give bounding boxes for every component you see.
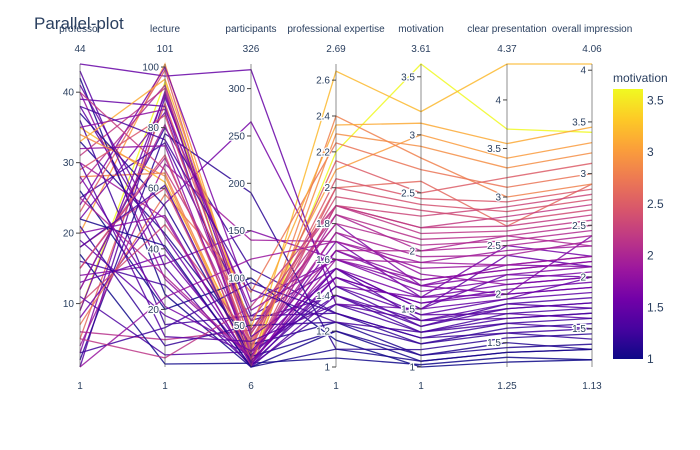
axis-tick-label: 2.5	[487, 241, 501, 252]
axis-tick-label: 3.5	[487, 144, 501, 155]
axis-tick-label: 40	[63, 88, 75, 99]
axis-title: overall impression	[552, 24, 633, 35]
axis-tick-label: 2.5	[401, 188, 415, 199]
axis-tick-label: 2	[409, 246, 415, 257]
colorbar-tick-label: 3	[647, 145, 654, 159]
axis-tick-label: 1	[324, 363, 330, 374]
axis-max-label: 4.06	[582, 44, 602, 55]
axis-tick-label: 40	[148, 244, 160, 255]
axis-title: clear presentation	[467, 24, 547, 35]
axis-min-label: 1.25	[497, 381, 517, 392]
axis-1[interactable]: professor 44 1 10 20 30 40	[59, 24, 101, 392]
axis-tick-label: 2.6	[316, 76, 330, 87]
axis-min-label: 6	[248, 381, 254, 392]
axis-tick-label: 20	[63, 229, 75, 240]
colorbar-tick-label: 1	[647, 352, 654, 366]
axis-tick-label: 50	[234, 321, 246, 332]
axis-tick-label: 1	[409, 363, 415, 374]
axis-max-label: 326	[243, 44, 260, 55]
axis-tick-label: 250	[228, 131, 245, 142]
colorbar: motivation 1 1.5 2 2.5 3 3.5	[613, 71, 668, 366]
axis-tick-label: 2.2	[316, 147, 330, 158]
axis-2[interactable]: lecture 101 1 20 40 60 80 100	[141, 24, 180, 392]
axis-tick-label: 1.5	[401, 304, 415, 315]
axis-min-label: 1.13	[582, 381, 602, 392]
axis-tick-label: 3.5	[572, 117, 586, 128]
axis-title: professor	[59, 24, 101, 35]
axis-tick-label: 80	[148, 123, 160, 134]
axis-tick-label: 3.5	[401, 72, 415, 83]
axis-min-label: 1	[418, 381, 424, 392]
colorbar-title: motivation	[613, 71, 668, 85]
axis-tick-label: 1.5	[487, 338, 501, 349]
colorbar-gradient	[613, 89, 643, 359]
axis-tick-label: 3	[409, 130, 415, 141]
colorbar-tick-label: 1.5	[647, 300, 664, 314]
axis-tick-label: 1.6	[316, 255, 330, 266]
colorbar-tick-label: 3.5	[647, 93, 664, 107]
axis-tick-label: 2.4	[316, 111, 330, 122]
axis-3[interactable]: participants 326 6 50 100 150 200 250 300	[225, 24, 276, 392]
axis-min-label: 1	[333, 381, 339, 392]
axis-min-label: 1	[162, 381, 168, 392]
axis-tick-label: 10	[63, 299, 75, 310]
axis-tick-label: 2	[324, 183, 330, 194]
axis-tick-label: 20	[148, 305, 160, 316]
colorbar-tick-label: 2.5	[647, 197, 664, 211]
axis-tick-label: 2	[495, 290, 501, 301]
axis-4[interactable]: professional expertise 2.69 11 1.2 1.4 1.6 1.8…	[287, 24, 385, 392]
axes-layer: professor44110203040lecture1011204060801…	[59, 24, 632, 392]
chart-title: Parallel-plot	[34, 14, 124, 33]
axis-tick-label: 60	[148, 184, 160, 195]
axis-tick-label: 1.4	[316, 291, 330, 302]
axis-tick-label: 300	[228, 84, 245, 95]
axis-title: lecture	[150, 24, 180, 35]
axis-max-label: 44	[74, 44, 86, 55]
axis-tick-label: 150	[228, 226, 245, 237]
axis-title: motivation	[398, 24, 444, 35]
axis-tick-label: 30	[63, 158, 75, 169]
axis-max-label: 101	[157, 44, 174, 55]
axis-tick-label: 1.8	[316, 219, 330, 230]
axis-tick-label: 4	[580, 66, 586, 77]
axis-max-label: 2.69	[326, 44, 346, 55]
axis-tick-label: 200	[228, 179, 245, 190]
axis-max-label: 3.61	[411, 44, 431, 55]
axis-tick-label: 4	[495, 95, 501, 106]
axis-6[interactable]: clear presentation 4.37 1.25 1.5 2 2.5 3 3.5 4	[467, 24, 547, 392]
axis-title: participants	[225, 24, 276, 35]
colorbar-tick-label: 2	[647, 249, 654, 263]
axis-tick-label: 1.2	[316, 327, 330, 338]
axis-tick-label: 1.5	[572, 324, 586, 335]
axis-title: professional expertise	[287, 24, 385, 35]
axis-min-label: 1	[77, 381, 83, 392]
axis-5[interactable]: motivation 3.61 11 1.5 2 2.5 3 3.5	[398, 24, 444, 392]
axis-tick-label: 100	[228, 273, 245, 284]
axis-tick-label: 2	[580, 273, 586, 284]
axis-7[interactable]: overall impression 4.06 1.13 1.5 2 2.5 3 3.5 4	[552, 24, 633, 392]
axis-max-label: 4.37	[497, 44, 517, 55]
axis-tick-label: 3	[495, 193, 501, 204]
axis-tick-label: 3	[580, 169, 586, 180]
axis-tick-label: 2.5	[572, 221, 586, 232]
axis-tick-label: 100	[142, 63, 159, 74]
